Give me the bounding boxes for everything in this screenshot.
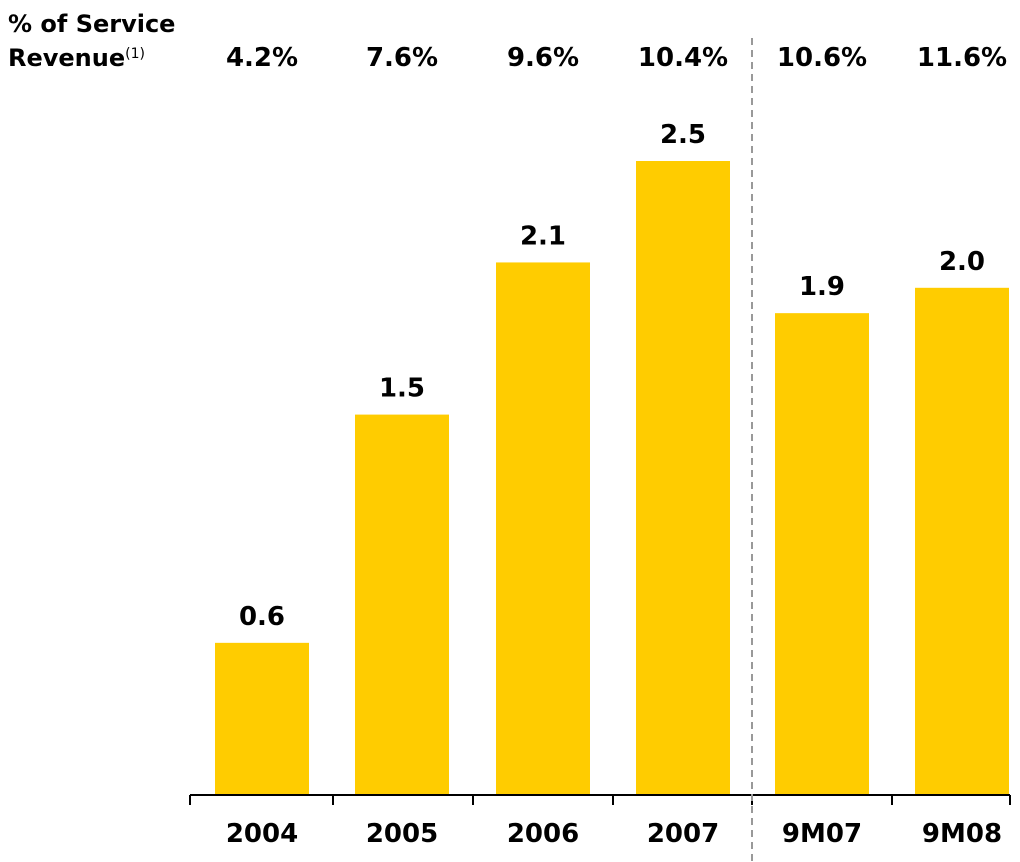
pct-label-2004: 4.2% <box>226 43 298 73</box>
x-tick-labels-group: 2004 2005 2006 2007 9M07 9M08 <box>226 819 1002 849</box>
bar-2006 <box>496 262 590 795</box>
x-tick-label-2007: 2007 <box>647 819 719 849</box>
bar-2007 <box>636 161 730 795</box>
pct-label-9m08: 11.6% <box>917 43 1007 73</box>
x-axis <box>189 794 1011 805</box>
service-revenue-percent-row: 4.2% 7.6% 9.6% 10.4% 10.6% 11.6% <box>226 43 1007 73</box>
x-tick-label-2006: 2006 <box>507 819 579 849</box>
pct-label-2007: 10.4% <box>638 43 728 73</box>
bar-2005 <box>355 414 449 795</box>
x-tick-label-9m07: 9M07 <box>782 819 862 849</box>
pct-label-9m07: 10.6% <box>777 43 867 73</box>
x-tick-label-2005: 2005 <box>366 819 438 849</box>
top-row-label-line2: Revenue <box>8 44 125 72</box>
value-label-9m07: 1.9 <box>799 272 845 302</box>
value-label-9m08: 2.0 <box>939 247 985 277</box>
bars-group <box>215 161 1009 795</box>
top-row-label-line2-group: Revenue(1) <box>8 44 145 72</box>
pct-label-2005: 7.6% <box>366 43 438 73</box>
value-label-2007: 2.5 <box>660 120 706 150</box>
pct-label-2006: 9.6% <box>507 43 579 73</box>
value-label-2004: 0.6 <box>239 602 285 632</box>
top-row-label-line1: % of Service <box>8 10 175 38</box>
value-label-2006: 2.1 <box>520 221 566 251</box>
bar-9m07 <box>775 313 869 795</box>
x-tick-label-2004: 2004 <box>226 819 298 849</box>
bar-2004 <box>215 642 309 795</box>
x-tick-label-9m08: 9M08 <box>922 819 1002 849</box>
top-row-label-footnote: (1) <box>125 46 145 62</box>
value-labels-group: 0.6 1.5 2.1 2.5 1.9 2.0 <box>239 120 985 632</box>
bar-9m08 <box>915 287 1009 795</box>
value-label-2005: 1.5 <box>379 374 425 404</box>
